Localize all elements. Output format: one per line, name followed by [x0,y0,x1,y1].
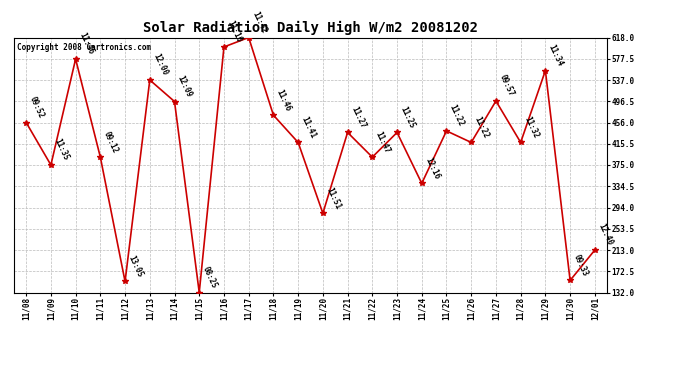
Text: 11:10: 11:10 [226,20,244,44]
Text: 11:22: 11:22 [473,115,491,140]
Text: 12:09: 12:09 [176,74,194,99]
Text: 11:47: 11:47 [374,130,392,154]
Text: 09:12: 09:12 [101,130,119,154]
Text: 11:32: 11:32 [522,115,540,140]
Text: 08:25: 08:25 [201,265,219,290]
Title: Solar Radiation Daily High W/m2 20081202: Solar Radiation Daily High W/m2 20081202 [143,21,478,35]
Text: 11:51: 11:51 [324,186,342,210]
Text: 11:34: 11:34 [546,43,564,68]
Text: 11:25: 11:25 [398,105,416,130]
Text: 12:16: 12:16 [423,156,441,181]
Text: 11:46: 11:46 [77,32,95,56]
Text: 09:33: 09:33 [571,253,589,278]
Text: 11:46: 11:46 [275,88,293,112]
Text: 11:27: 11:27 [349,105,367,130]
Text: 11:22: 11:22 [448,104,466,128]
Text: 11:35: 11:35 [52,138,70,162]
Text: 09:52: 09:52 [28,95,46,120]
Text: 11:41: 11:41 [299,115,317,140]
Text: 12:40: 12:40 [596,222,614,247]
Text: Copyright 2008 Cartronics.com: Copyright 2008 Cartronics.com [17,43,151,52]
Text: 11:42: 11:42 [250,10,268,35]
Text: 13:05: 13:05 [126,254,144,279]
Text: 09:57: 09:57 [497,74,515,98]
Text: 12:00: 12:00 [151,53,169,77]
